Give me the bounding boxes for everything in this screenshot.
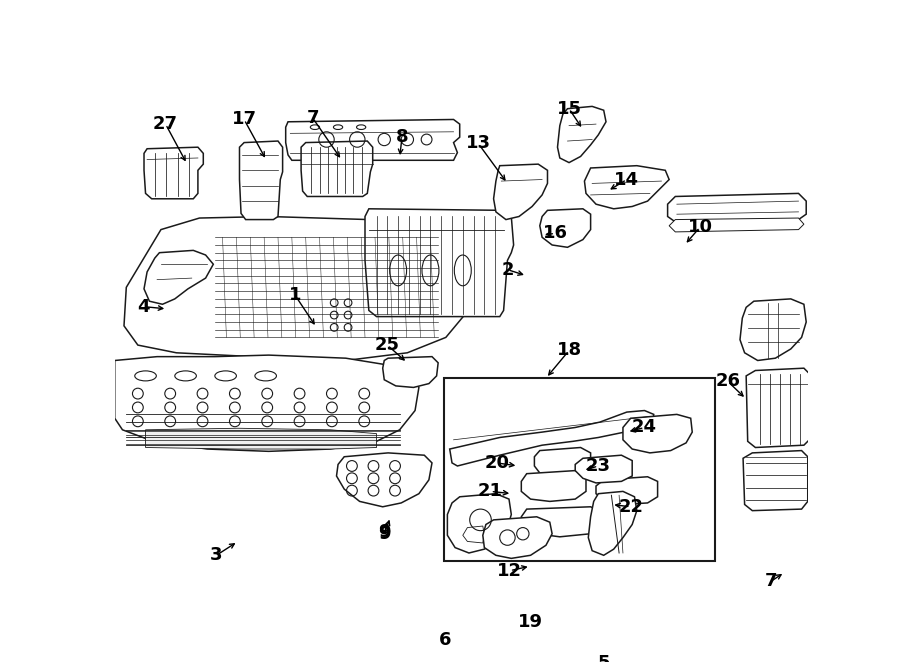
Polygon shape (740, 299, 806, 361)
Polygon shape (144, 147, 203, 199)
Text: 26: 26 (716, 372, 740, 391)
Polygon shape (124, 216, 469, 361)
Polygon shape (535, 448, 590, 480)
Text: 5: 5 (598, 654, 610, 662)
Text: 7: 7 (306, 109, 319, 127)
Polygon shape (337, 453, 432, 507)
Polygon shape (540, 209, 590, 248)
Polygon shape (463, 526, 484, 543)
Text: 14: 14 (615, 171, 639, 189)
Polygon shape (493, 164, 547, 220)
Text: 9: 9 (378, 523, 391, 542)
Polygon shape (382, 357, 438, 387)
Polygon shape (584, 166, 669, 209)
Polygon shape (668, 193, 806, 222)
Text: 8: 8 (396, 128, 409, 146)
Polygon shape (743, 451, 808, 510)
Polygon shape (575, 455, 632, 483)
Text: 2: 2 (501, 261, 514, 279)
Text: 3: 3 (210, 546, 222, 564)
Polygon shape (365, 209, 514, 316)
Text: 4: 4 (137, 298, 149, 316)
Polygon shape (450, 410, 653, 466)
Text: 27: 27 (153, 115, 178, 133)
Text: 17: 17 (231, 111, 256, 128)
Polygon shape (144, 250, 213, 305)
Polygon shape (447, 494, 511, 553)
Text: 22: 22 (618, 498, 644, 516)
Text: 6: 6 (439, 631, 451, 649)
Polygon shape (521, 471, 586, 501)
Text: 25: 25 (374, 336, 400, 354)
Polygon shape (557, 107, 606, 163)
Text: 15: 15 (556, 100, 581, 118)
Polygon shape (146, 428, 376, 449)
Text: 16: 16 (543, 224, 568, 242)
Text: 21: 21 (478, 483, 503, 500)
Text: 10: 10 (688, 218, 713, 236)
Polygon shape (115, 355, 418, 451)
Text: 20: 20 (484, 454, 509, 472)
Polygon shape (482, 517, 552, 558)
Bar (445, 378, 716, 561)
Text: 9: 9 (378, 525, 391, 543)
Polygon shape (239, 141, 283, 220)
Polygon shape (521, 507, 601, 537)
Polygon shape (589, 491, 637, 555)
Text: 23: 23 (586, 457, 611, 475)
Polygon shape (669, 218, 804, 232)
Text: 12: 12 (498, 561, 522, 580)
Text: 18: 18 (556, 342, 581, 359)
Polygon shape (302, 141, 373, 197)
Polygon shape (285, 119, 460, 160)
Polygon shape (623, 414, 692, 453)
Text: 7: 7 (764, 573, 777, 591)
Text: 1: 1 (289, 286, 302, 304)
Text: 19: 19 (518, 613, 543, 632)
Text: 24: 24 (632, 418, 657, 436)
Text: 13: 13 (465, 134, 491, 152)
Polygon shape (746, 368, 809, 448)
Polygon shape (596, 477, 658, 504)
